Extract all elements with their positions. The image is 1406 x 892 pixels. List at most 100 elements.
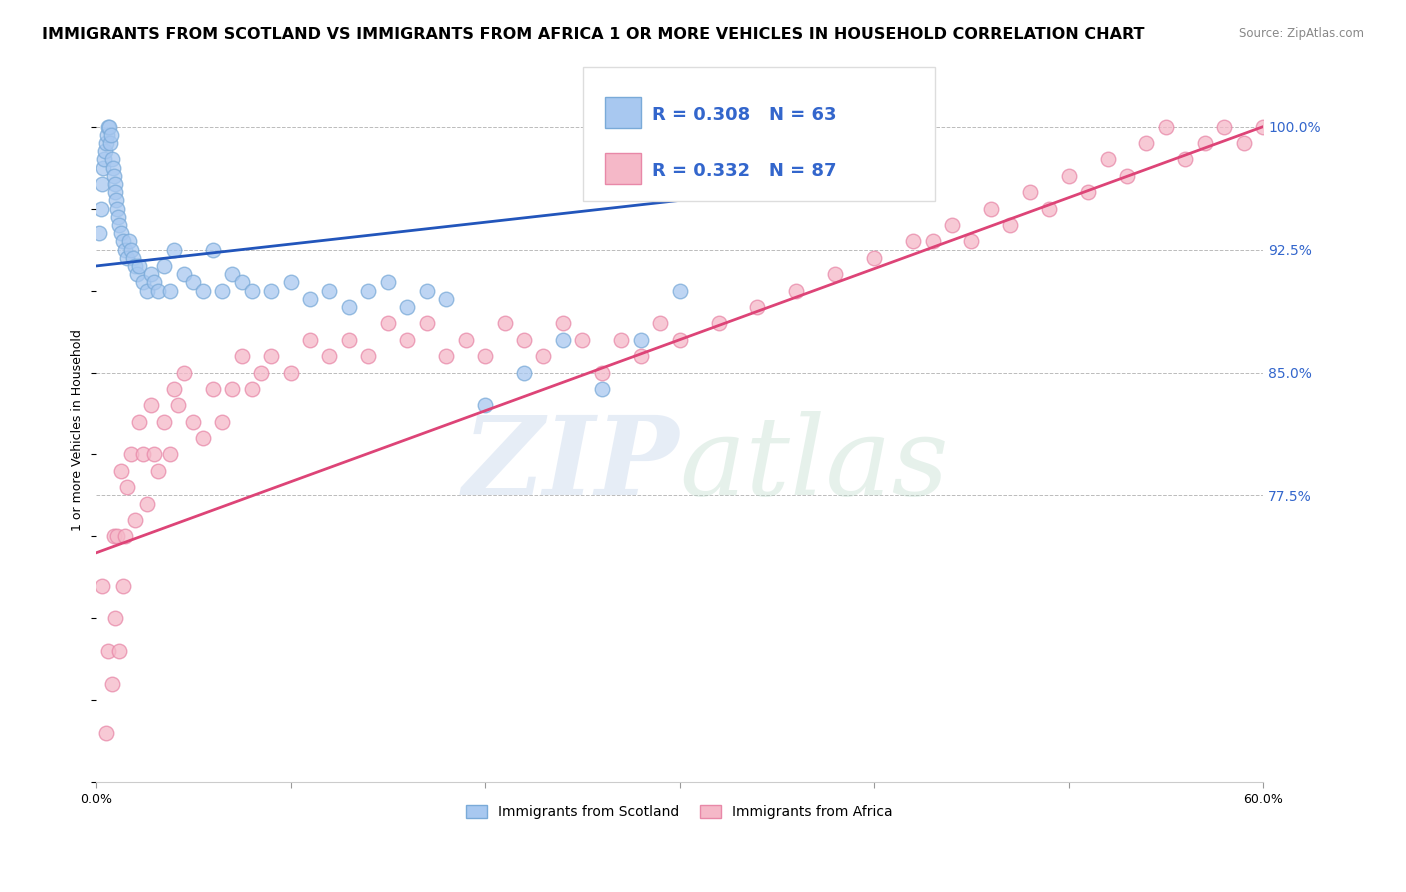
Point [108,644,131,658]
Point [139,267,162,281]
Point [153,259,176,273]
Point [396,300,419,314]
Point [824,267,846,281]
Point [299,333,322,347]
Point [90,579,112,593]
Point [980,202,1002,216]
Point [474,398,496,412]
Point [173,366,195,380]
Point [1000,218,1022,232]
Point [377,276,399,290]
Point [118,235,141,249]
Point [87,226,110,240]
Point [128,415,150,429]
Point [181,415,204,429]
Point [668,284,690,298]
Point [112,235,135,249]
Point [125,267,148,281]
Point [120,243,142,257]
Point [231,349,253,363]
Point [747,300,769,314]
Point [91,161,114,175]
Point [124,513,146,527]
Point [105,194,128,208]
Point [143,448,166,462]
Point [454,333,477,347]
Point [533,349,555,363]
Point [221,267,243,281]
Point [166,398,188,412]
Point [668,333,690,347]
Point [114,243,136,257]
Point [132,448,155,462]
Point [260,284,283,298]
Point [318,284,340,298]
Point [630,349,652,363]
Point [191,284,214,298]
Point [201,243,224,257]
Text: R = 0.308   N = 63: R = 0.308 N = 63 [652,106,837,124]
Point [100,153,122,167]
Point [132,276,155,290]
Point [416,284,439,298]
Point [107,529,129,543]
Point [124,259,146,273]
Point [98,136,121,150]
Point [103,177,125,191]
Point [513,366,536,380]
Point [1174,153,1197,167]
Point [1251,120,1274,134]
Point [90,202,112,216]
Point [260,349,283,363]
Point [591,366,613,380]
Point [163,382,186,396]
Point [139,398,162,412]
Point [94,145,117,159]
Point [112,579,135,593]
Point [863,251,886,265]
Point [173,267,195,281]
Point [90,177,112,191]
Point [318,349,340,363]
Point [114,529,136,543]
Point [103,529,125,543]
Point [122,251,145,265]
Point [120,448,142,462]
Point [231,276,253,290]
Point [94,136,117,150]
Point [240,284,263,298]
Point [610,333,633,347]
Text: R = 0.332   N = 87: R = 0.332 N = 87 [652,162,837,180]
Legend: Immigrants from Scotland, Immigrants from Africa: Immigrants from Scotland, Immigrants fro… [461,799,898,825]
Point [1233,136,1256,150]
Point [960,235,983,249]
Point [1398,120,1406,134]
Point [1077,185,1099,199]
Point [143,276,166,290]
Point [571,333,593,347]
Point [1271,136,1294,150]
Point [1213,120,1236,134]
Point [250,366,273,380]
Point [94,726,117,740]
Point [551,316,574,330]
Point [181,276,204,290]
Point [1135,136,1157,150]
Point [785,284,807,298]
Point [474,349,496,363]
Point [103,169,125,183]
Point [159,448,181,462]
Point [280,276,302,290]
Point [148,284,170,298]
Point [211,415,233,429]
Point [357,284,380,298]
Point [494,316,516,330]
Point [921,235,943,249]
Point [1291,120,1313,134]
Point [148,464,170,478]
Point [1116,169,1139,183]
Point [630,333,652,347]
Point [1097,153,1119,167]
Point [337,300,360,314]
Point [159,284,181,298]
